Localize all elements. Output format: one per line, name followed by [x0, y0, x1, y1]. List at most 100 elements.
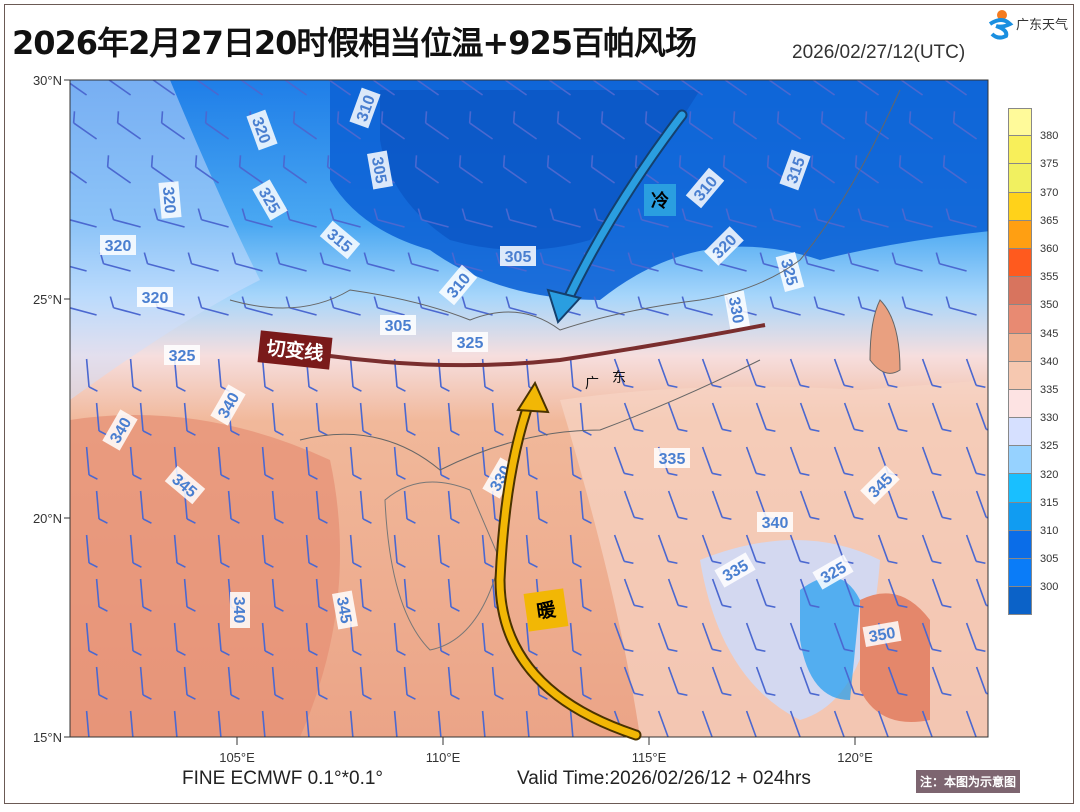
colorbar-tick-label: 370 [1040, 186, 1059, 199]
wind-barb [811, 80, 836, 96]
wind-barb [261, 622, 274, 656]
contour-label: 335 [654, 448, 690, 468]
wind-barb [238, 155, 264, 184]
wind-barb [921, 446, 942, 477]
svg-text:340: 340 [762, 515, 789, 532]
wind-barb [315, 666, 328, 700]
wind-barb [231, 252, 263, 272]
wind-barb [635, 80, 660, 96]
wind-barb [371, 80, 396, 96]
wind-barb [667, 666, 688, 697]
cold-arrow-head [546, 288, 582, 324]
wind-barb [403, 490, 416, 524]
colorbar-segment [1008, 305, 1032, 334]
contour-labels: 3103053203203053253153203053103103153203… [100, 87, 902, 647]
svg-text:320: 320 [142, 290, 169, 307]
svg-text:350: 350 [868, 625, 897, 646]
contour-label: 320 [704, 226, 744, 266]
wind-barb [864, 111, 890, 140]
wind-barb [769, 208, 801, 228]
wind-barb [810, 155, 836, 184]
wind-barb [241, 296, 273, 316]
contour-label: 340 [757, 512, 793, 532]
wind-barb [447, 402, 460, 436]
wind-barb [139, 666, 152, 700]
wind-barb [887, 402, 908, 433]
wind-barb [965, 358, 986, 389]
svg-text:305: 305 [505, 249, 532, 266]
wind-barb [227, 666, 240, 700]
wind-barb [129, 710, 134, 737]
colorbar-segment [1008, 136, 1032, 165]
cold-text: 冷 [651, 190, 669, 212]
wind-barb [417, 208, 449, 228]
wind-barb [579, 666, 592, 700]
wind-barb [847, 252, 879, 272]
wind-barb [931, 578, 952, 609]
contour-label: 330 [724, 290, 750, 330]
longitude-axis: 105°E 110°E 115°E 120°E [219, 737, 873, 765]
wind-barb [898, 155, 924, 184]
wind-barb [275, 252, 307, 272]
wind-barb [579, 402, 592, 436]
wind-barb [579, 490, 592, 524]
wind-barb [403, 578, 416, 612]
wind-barb [745, 534, 766, 565]
wind-barb [305, 622, 318, 656]
lat-label: 30°N [33, 73, 62, 88]
wind-barb [769, 296, 801, 316]
wind-barb [789, 358, 810, 389]
wind-barb [613, 358, 634, 389]
province-border [229, 89, 901, 331]
wind-barb [623, 490, 644, 521]
wind-barb [833, 446, 854, 477]
wind-barb [271, 490, 284, 524]
wind-barb [637, 208, 669, 228]
wind-barb [843, 578, 864, 609]
wind-barb [349, 534, 362, 568]
wind-barb [151, 80, 176, 96]
contour-label: 305 [367, 150, 393, 190]
wind-barb [461, 208, 493, 228]
logo-text: 广东天气 [1016, 16, 1069, 32]
wind-barb [261, 358, 274, 392]
wind-barb [261, 534, 274, 568]
wind-barb [711, 578, 732, 609]
colorbar-segment [1008, 108, 1032, 137]
wind-barb [315, 578, 328, 612]
lon-label: 105°E [219, 750, 255, 765]
wind-barb [667, 578, 688, 609]
wind-barb [891, 252, 923, 272]
wind-barb [921, 358, 942, 389]
wind-barb [239, 80, 264, 96]
svg-text:320: 320 [105, 238, 132, 255]
wind-barb [329, 296, 361, 316]
wind-barb [745, 446, 766, 477]
wind-barb [393, 446, 406, 480]
wind-barb [359, 490, 372, 524]
contour-label: 305 [380, 315, 416, 335]
contour-label: 340 [230, 592, 250, 628]
colorbar-segment [1008, 164, 1032, 193]
province-label-guang: 广 [585, 376, 599, 392]
wind-barb [789, 534, 810, 565]
wind-barb [711, 490, 732, 521]
wind-barb [403, 666, 416, 700]
wind-barb [153, 208, 185, 228]
wind-barb [109, 208, 141, 228]
wind-barb [952, 111, 978, 140]
model-label: FINE ECMWF 0.1°*0.1° [182, 768, 384, 789]
wind-barb [393, 534, 406, 568]
svg-text:325: 325 [457, 335, 484, 352]
wind-barb [109, 296, 141, 316]
colorbar-segment [1008, 333, 1032, 362]
warm-arrow-head [516, 380, 550, 414]
province-label-dong: 东 [612, 370, 626, 386]
wind-barb [481, 622, 494, 656]
warm-label: 暖 [523, 588, 569, 632]
wind-barb [70, 296, 97, 316]
wind-barb [549, 208, 581, 228]
wind-barb [679, 80, 704, 96]
wind-barb [95, 490, 108, 524]
wind-barb [70, 80, 88, 96]
